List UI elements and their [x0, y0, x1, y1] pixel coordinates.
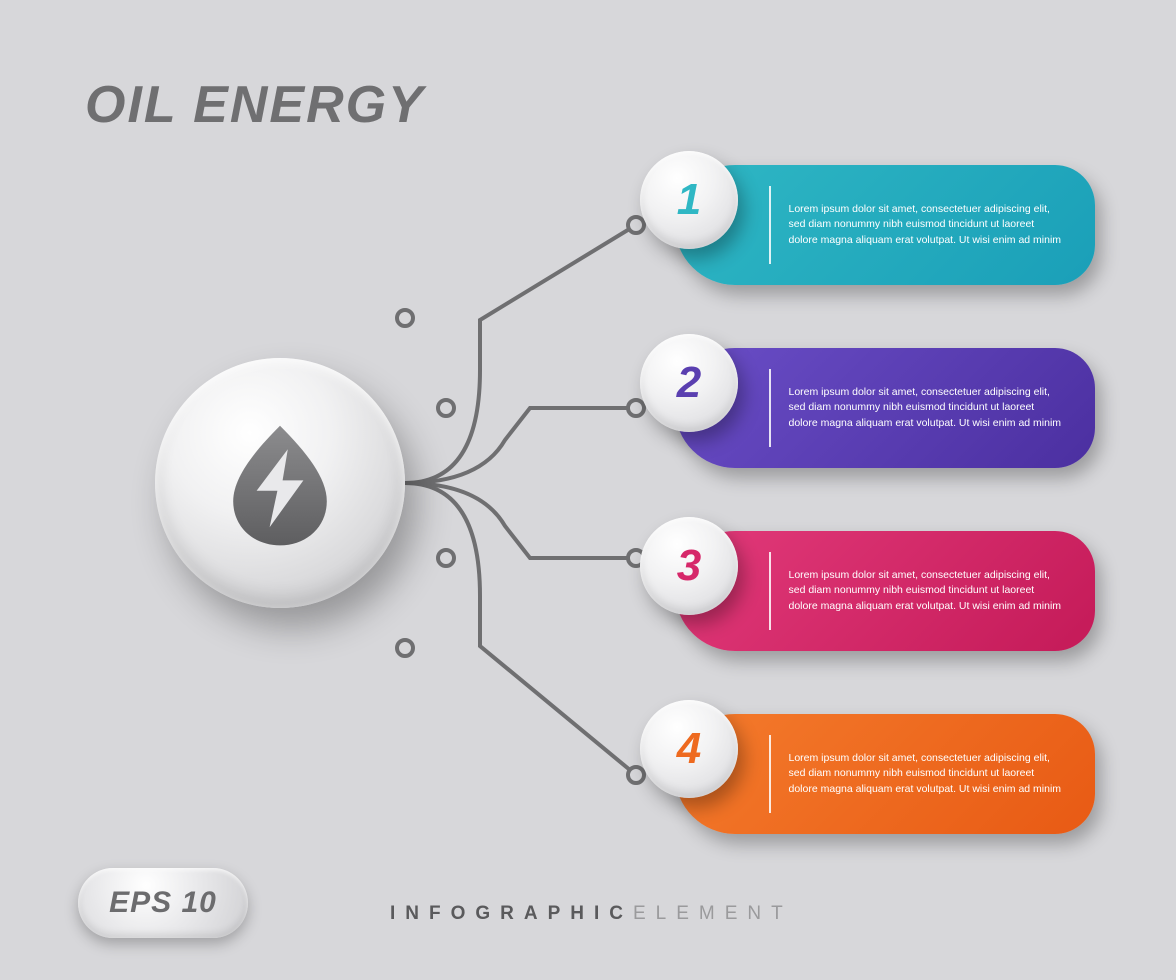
pill-divider — [769, 186, 771, 264]
info-pill-4: Lorem ipsum dolor sit amet, consectetuer… — [675, 714, 1095, 834]
pill-body-2: Lorem ipsum dolor sit amet, consectetuer… — [789, 385, 1066, 431]
footer-light: ELEMENT — [633, 903, 793, 924]
oil-energy-icon — [215, 418, 345, 548]
eps-badge-text: EPS 10 — [109, 886, 217, 920]
number-circle-4: 4 — [640, 700, 738, 798]
footer-label: INFOGRAPHICELEMENT — [390, 903, 793, 925]
info-pill-1: Lorem ipsum dolor sit amet, consectetuer… — [675, 165, 1095, 285]
info-pill-2: Lorem ipsum dolor sit amet, consectetuer… — [675, 348, 1095, 468]
number-circle-3: 3 — [640, 517, 738, 615]
eps-badge: EPS 10 — [78, 868, 248, 938]
info-pill-3: Lorem ipsum dolor sit amet, consectetuer… — [675, 531, 1095, 651]
number-circle-2: 2 — [640, 334, 738, 432]
pill-divider — [769, 552, 771, 630]
number-circle-1: 1 — [640, 151, 738, 249]
pill-divider — [769, 735, 771, 813]
footer-bold: INFOGRAPHIC — [390, 903, 633, 924]
pill-body-3: Lorem ipsum dolor sit amet, consectetuer… — [789, 568, 1066, 614]
page-title: OIL ENERGY — [85, 75, 425, 135]
pill-body-4: Lorem ipsum dolor sit amet, consectetuer… — [789, 751, 1066, 797]
hub-circle — [155, 358, 405, 608]
pill-body-1: Lorem ipsum dolor sit amet, consectetuer… — [789, 202, 1066, 248]
pill-divider — [769, 369, 771, 447]
